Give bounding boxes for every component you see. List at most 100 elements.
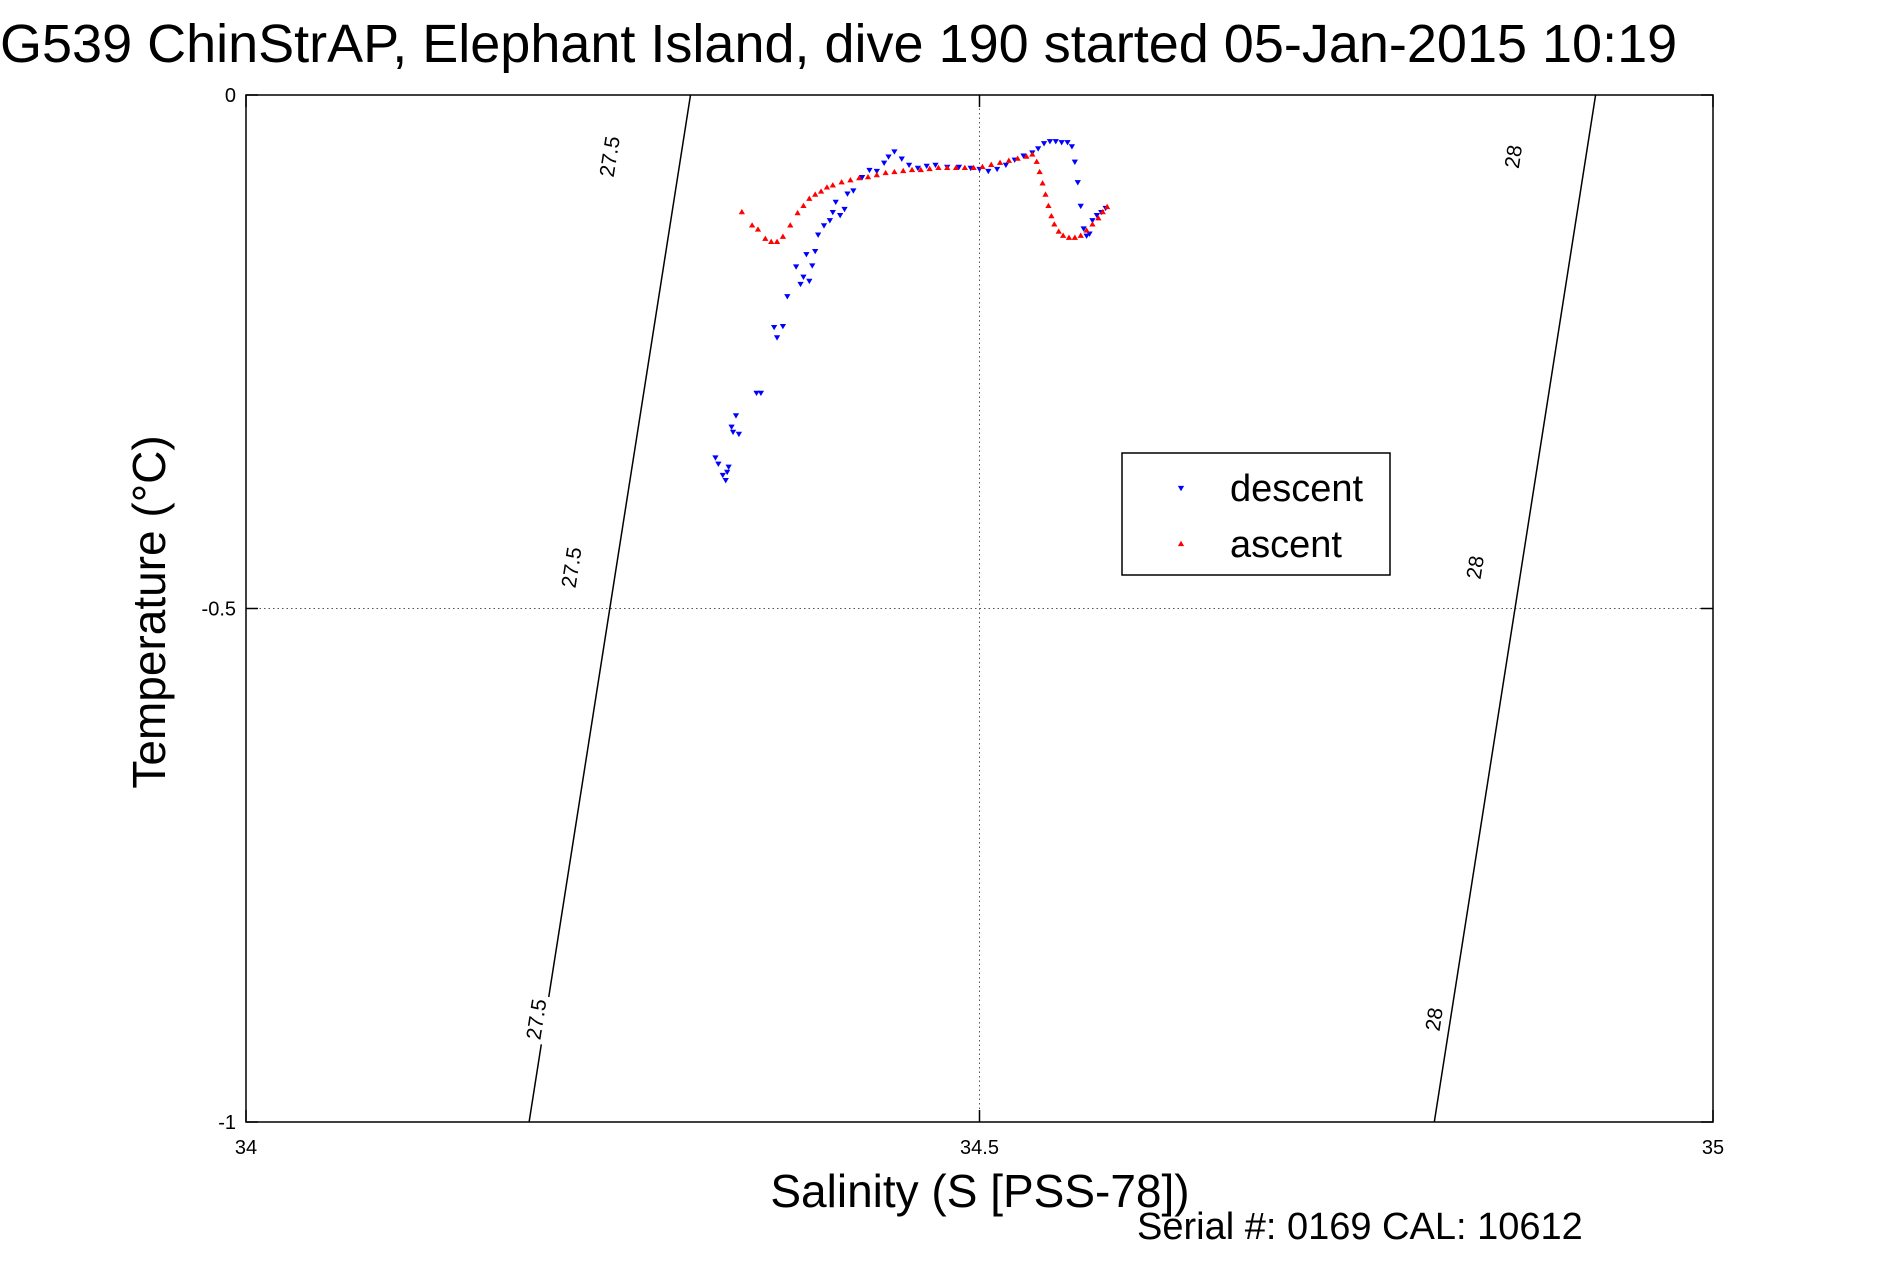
y-tick-label: -1 (218, 1112, 236, 1134)
descent-point (797, 281, 804, 288)
descent-point (1083, 233, 1090, 239)
ascent-point (1071, 234, 1078, 240)
ascent-point (773, 238, 781, 244)
descent-point (725, 464, 732, 470)
descent-point (932, 162, 939, 169)
ascent-point (988, 161, 995, 167)
descent-point (1068, 144, 1076, 150)
descent-point (850, 188, 857, 194)
descent-point (812, 248, 819, 255)
contour-label-bg (1497, 131, 1530, 183)
ascent-point (1029, 151, 1036, 157)
legend-label-descent: descent (1230, 468, 1364, 510)
ascent-point (1095, 215, 1102, 221)
ascent-point (1077, 232, 1084, 238)
y-axis-label: Temperature (°C) (123, 435, 175, 788)
descent-point (803, 252, 810, 258)
legend-box (1121, 452, 1391, 576)
ascent-point (864, 173, 872, 180)
ascent-point (738, 208, 745, 215)
ascent-point (823, 184, 831, 190)
contour-line-27-5 (528, 94, 692, 1123)
axis-ticks: 34 34.5 35 -1 -0.5 0 (202, 85, 1725, 1159)
ascent-point (1036, 168, 1043, 175)
ascent-point (1089, 221, 1096, 227)
descent-point (806, 278, 813, 285)
ascent-point (748, 222, 756, 228)
contour-label: 27.5 (522, 997, 551, 1041)
ascent-point (891, 168, 898, 175)
descent-point (1064, 140, 1071, 146)
ascent-point (1055, 228, 1062, 234)
legend-marker-ascent (1177, 540, 1185, 547)
contour-label-bg (1418, 993, 1450, 1045)
ascent-point (1099, 208, 1106, 215)
descent-point (770, 324, 778, 331)
ascent-point (917, 166, 924, 173)
descent-point (898, 156, 905, 162)
ascent-point (768, 238, 775, 244)
ascent-point (794, 209, 801, 216)
descent-point (1080, 226, 1087, 232)
descent-point (905, 162, 913, 169)
descent-point (841, 206, 848, 213)
ascent-point (1039, 180, 1046, 186)
descent-point (815, 232, 822, 238)
ascent-point (908, 166, 916, 173)
ascent-point (1033, 158, 1040, 164)
ascent-point (806, 195, 813, 201)
ascent-point (926, 165, 933, 172)
ascent-point (882, 169, 889, 176)
ascent-point (1051, 221, 1058, 227)
descent-point (837, 213, 844, 219)
ascent-point (1048, 212, 1055, 219)
descent-point (809, 263, 816, 269)
contour-label: 28 (1422, 1006, 1448, 1033)
descent-point (829, 209, 836, 216)
contour-line-28 (1433, 94, 1597, 1123)
descent-point (724, 469, 731, 476)
descent-point (993, 166, 1001, 173)
ascent-point (1005, 157, 1012, 163)
descent-point (1046, 139, 1054, 145)
descent-point (826, 218, 833, 224)
ascent-point (900, 167, 907, 174)
ascent-point (856, 174, 863, 181)
descent-point (1058, 140, 1065, 146)
ascent-point (847, 177, 854, 183)
descent-point (712, 455, 719, 461)
descent-point (793, 264, 800, 270)
descent-point (820, 223, 828, 229)
descent-point (914, 165, 922, 172)
ascent-point (873, 171, 880, 178)
x-tick-label: 34.5 (960, 1137, 999, 1159)
contour-label-bg (520, 993, 553, 1045)
x-axis-label: Salinity (S [PSS-78]) (770, 1165, 1189, 1217)
ascent-point (1045, 202, 1052, 209)
ascent-point (952, 164, 960, 171)
y-tick-label: -0.5 (202, 599, 236, 621)
descent-point (753, 390, 760, 397)
descent-point (715, 461, 722, 467)
contour-label-bg (594, 131, 626, 183)
descent-point (891, 149, 898, 155)
grid-lines (246, 94, 1713, 1122)
descent-point (719, 472, 726, 479)
descent-point (728, 424, 735, 430)
descent-point (757, 390, 765, 397)
ascent-point (779, 233, 787, 239)
descent-point (873, 168, 880, 175)
ascent-point (754, 226, 762, 232)
ascent-point (838, 179, 845, 185)
descent-point (735, 431, 743, 438)
y-tick-label: 0 (225, 85, 236, 107)
ascent-point (762, 235, 769, 241)
chart-title: G539 ChinStrAP, Elephant Island, dive 19… (0, 14, 1677, 74)
ascent-point (961, 164, 968, 171)
descent-point (923, 163, 930, 170)
contour-label-bg (1459, 541, 1491, 593)
descent-point (722, 478, 729, 484)
descent-point (1035, 146, 1042, 152)
descent-point (1002, 162, 1010, 169)
descent-point (866, 167, 873, 174)
